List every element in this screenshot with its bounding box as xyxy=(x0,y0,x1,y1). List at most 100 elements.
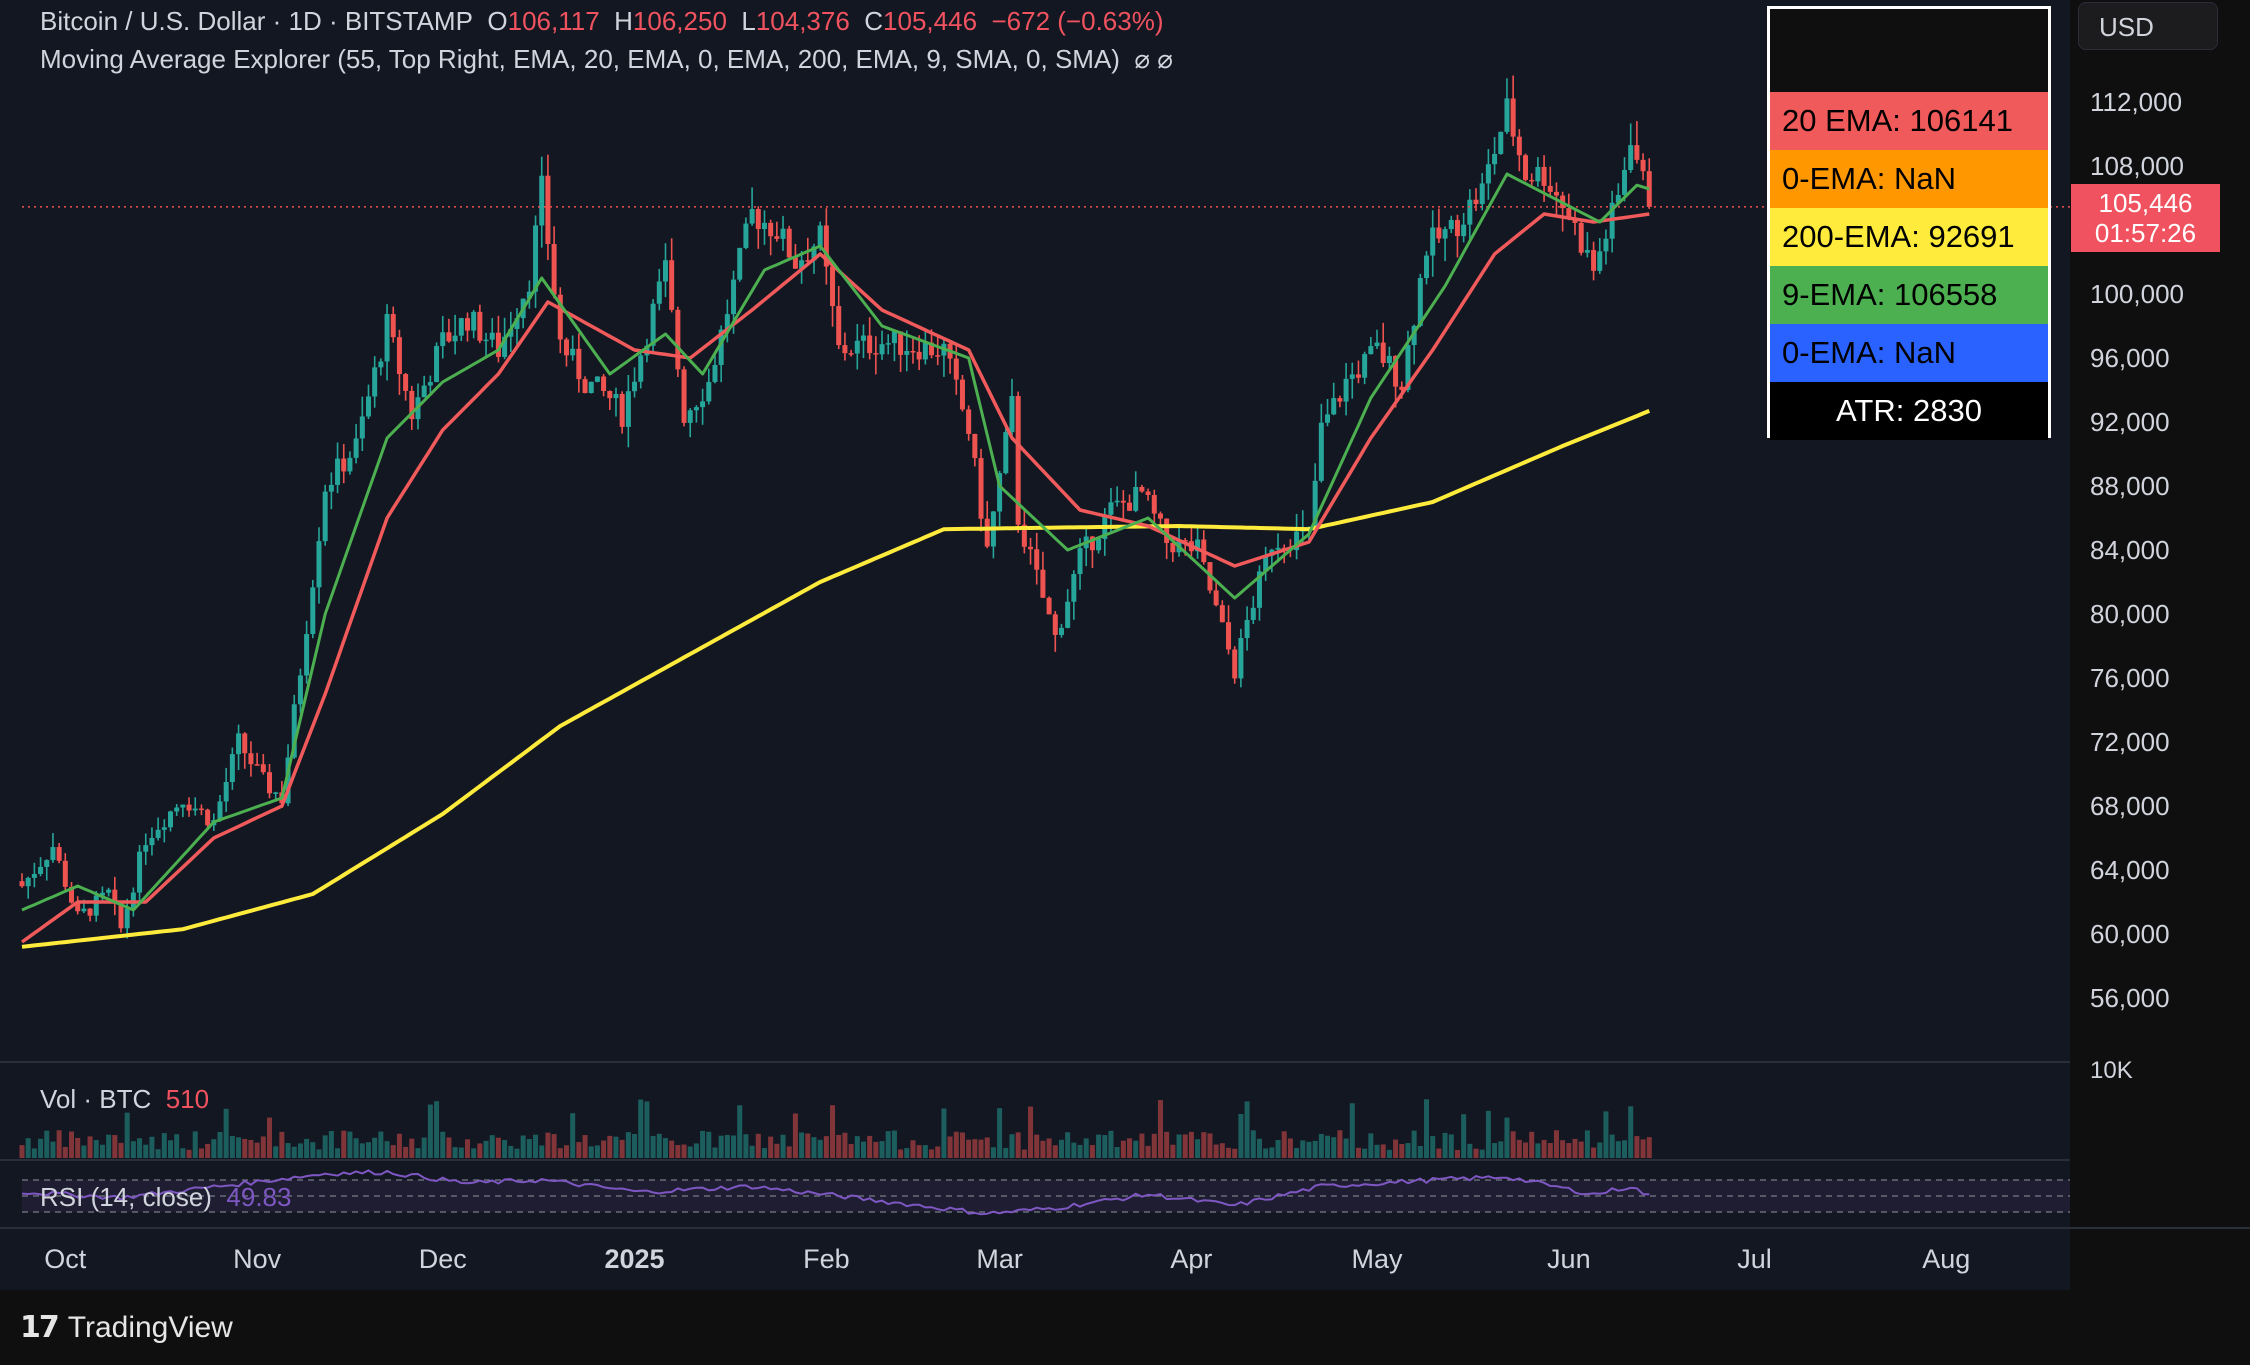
volume-bar xyxy=(1294,1147,1300,1158)
candle-body xyxy=(1009,396,1015,433)
candle-body xyxy=(675,309,681,370)
volume-bar xyxy=(211,1139,217,1158)
volume-bar xyxy=(1263,1148,1269,1158)
volume-bar xyxy=(1306,1141,1312,1158)
candle-body xyxy=(446,332,452,342)
candle-body xyxy=(495,332,501,357)
volume-bar xyxy=(1516,1139,1522,1158)
volume-bar xyxy=(706,1131,712,1158)
volume-bar xyxy=(1640,1139,1646,1158)
currency-button[interactable]: USD xyxy=(2078,2,2218,50)
candle-body xyxy=(1139,486,1145,492)
indicator-legend[interactable]: Moving Average Explorer (55, Top Right, … xyxy=(40,44,1173,75)
candle-body xyxy=(1089,536,1095,551)
volume-bar xyxy=(254,1142,260,1158)
volume-bar xyxy=(582,1135,588,1158)
rsi-legend: RSI (14, close) 49.83 xyxy=(40,1182,291,1213)
volume-bar xyxy=(737,1105,743,1158)
candle-body xyxy=(1028,546,1034,550)
candle-body xyxy=(124,908,130,929)
candle-body xyxy=(786,228,792,258)
volume-bar xyxy=(854,1136,860,1158)
candle-body xyxy=(25,877,31,887)
candle-body xyxy=(693,407,699,411)
volume-bar xyxy=(421,1137,427,1158)
volume-bar xyxy=(1182,1134,1188,1158)
candle-body xyxy=(155,829,161,838)
candle-body xyxy=(972,433,978,459)
candle-body xyxy=(557,294,563,340)
volume-bar xyxy=(1442,1132,1448,1158)
volume-bar xyxy=(1485,1110,1491,1158)
volume-bar xyxy=(632,1134,638,1158)
candle-body xyxy=(1374,342,1380,347)
candle-body xyxy=(1318,422,1324,481)
candle-body xyxy=(1578,222,1584,253)
volume-bar xyxy=(1046,1138,1052,1158)
volume-bar xyxy=(526,1139,532,1158)
candle-body xyxy=(811,246,817,261)
moving-average-table: 20 EMA: 106141 0-EMA: NaN 200-EMA: 92691 9-… xyxy=(1767,6,2051,440)
volume-bar xyxy=(1603,1111,1609,1158)
volume-bar xyxy=(539,1145,545,1158)
volume-bar xyxy=(1102,1135,1108,1158)
candle-body xyxy=(143,845,149,852)
volume-bar xyxy=(68,1131,74,1158)
candle-body xyxy=(310,587,316,635)
candle-body xyxy=(731,279,737,315)
candle-body xyxy=(291,704,297,758)
candle-body xyxy=(662,260,668,282)
candle-body xyxy=(205,809,211,826)
rsi-value: 49.83 xyxy=(226,1182,292,1212)
candle-body xyxy=(1393,355,1399,387)
candle-body xyxy=(186,804,192,811)
volume-bar xyxy=(1399,1144,1405,1158)
volume-bar xyxy=(1226,1147,1232,1158)
volume-bar xyxy=(1083,1138,1089,1158)
empty-set-icon[interactable]: ⌀ ⌀ xyxy=(1134,44,1173,74)
candle-body xyxy=(576,348,582,380)
volume-bar xyxy=(669,1140,675,1158)
volume-bar xyxy=(1164,1131,1170,1158)
candle-body xyxy=(533,225,539,292)
tradingview-logo[interactable]: 𝟭𝟳 TradingView xyxy=(20,1310,233,1345)
candle-body xyxy=(1021,524,1027,547)
volume-bar xyxy=(718,1135,724,1158)
volume-bar xyxy=(1065,1132,1071,1158)
volume-bar xyxy=(1015,1132,1021,1158)
ma-row: 200-EMA: 92691 xyxy=(1770,208,2048,266)
volume-bar xyxy=(372,1137,378,1158)
candle-body xyxy=(1591,250,1597,271)
candle-body xyxy=(1535,166,1541,182)
candle-body xyxy=(891,331,897,344)
volume-bar xyxy=(390,1145,396,1158)
candle-body xyxy=(1325,414,1331,423)
volume-bar xyxy=(1009,1134,1015,1158)
ma-row: 0-EMA: NaN xyxy=(1770,324,2048,382)
candle-body xyxy=(50,847,56,861)
volume-bar xyxy=(545,1132,551,1158)
candle-body xyxy=(1417,277,1423,326)
candle-body xyxy=(1052,614,1058,635)
volume-bar xyxy=(44,1130,50,1158)
volume-bar xyxy=(440,1131,446,1158)
ma-row: 0-EMA: NaN xyxy=(1770,150,2048,208)
x-tick-label: May xyxy=(1352,1244,1404,1274)
volume-bar xyxy=(19,1145,25,1158)
candle-body xyxy=(625,391,631,427)
volume-bar xyxy=(186,1149,192,1158)
ema9-line xyxy=(21,172,1650,912)
volume-bar xyxy=(198,1148,204,1158)
candle-body xyxy=(236,733,242,755)
volume-bar xyxy=(1157,1100,1163,1158)
rsi-line xyxy=(21,1169,1650,1216)
candle-body xyxy=(1120,500,1126,503)
candle-body xyxy=(198,808,204,811)
volume-bar xyxy=(1343,1138,1349,1158)
volume-bar xyxy=(155,1149,161,1158)
candle-body xyxy=(1015,396,1021,525)
candle-body xyxy=(724,314,730,330)
candle-body xyxy=(440,332,446,347)
volume-bar xyxy=(941,1108,947,1158)
